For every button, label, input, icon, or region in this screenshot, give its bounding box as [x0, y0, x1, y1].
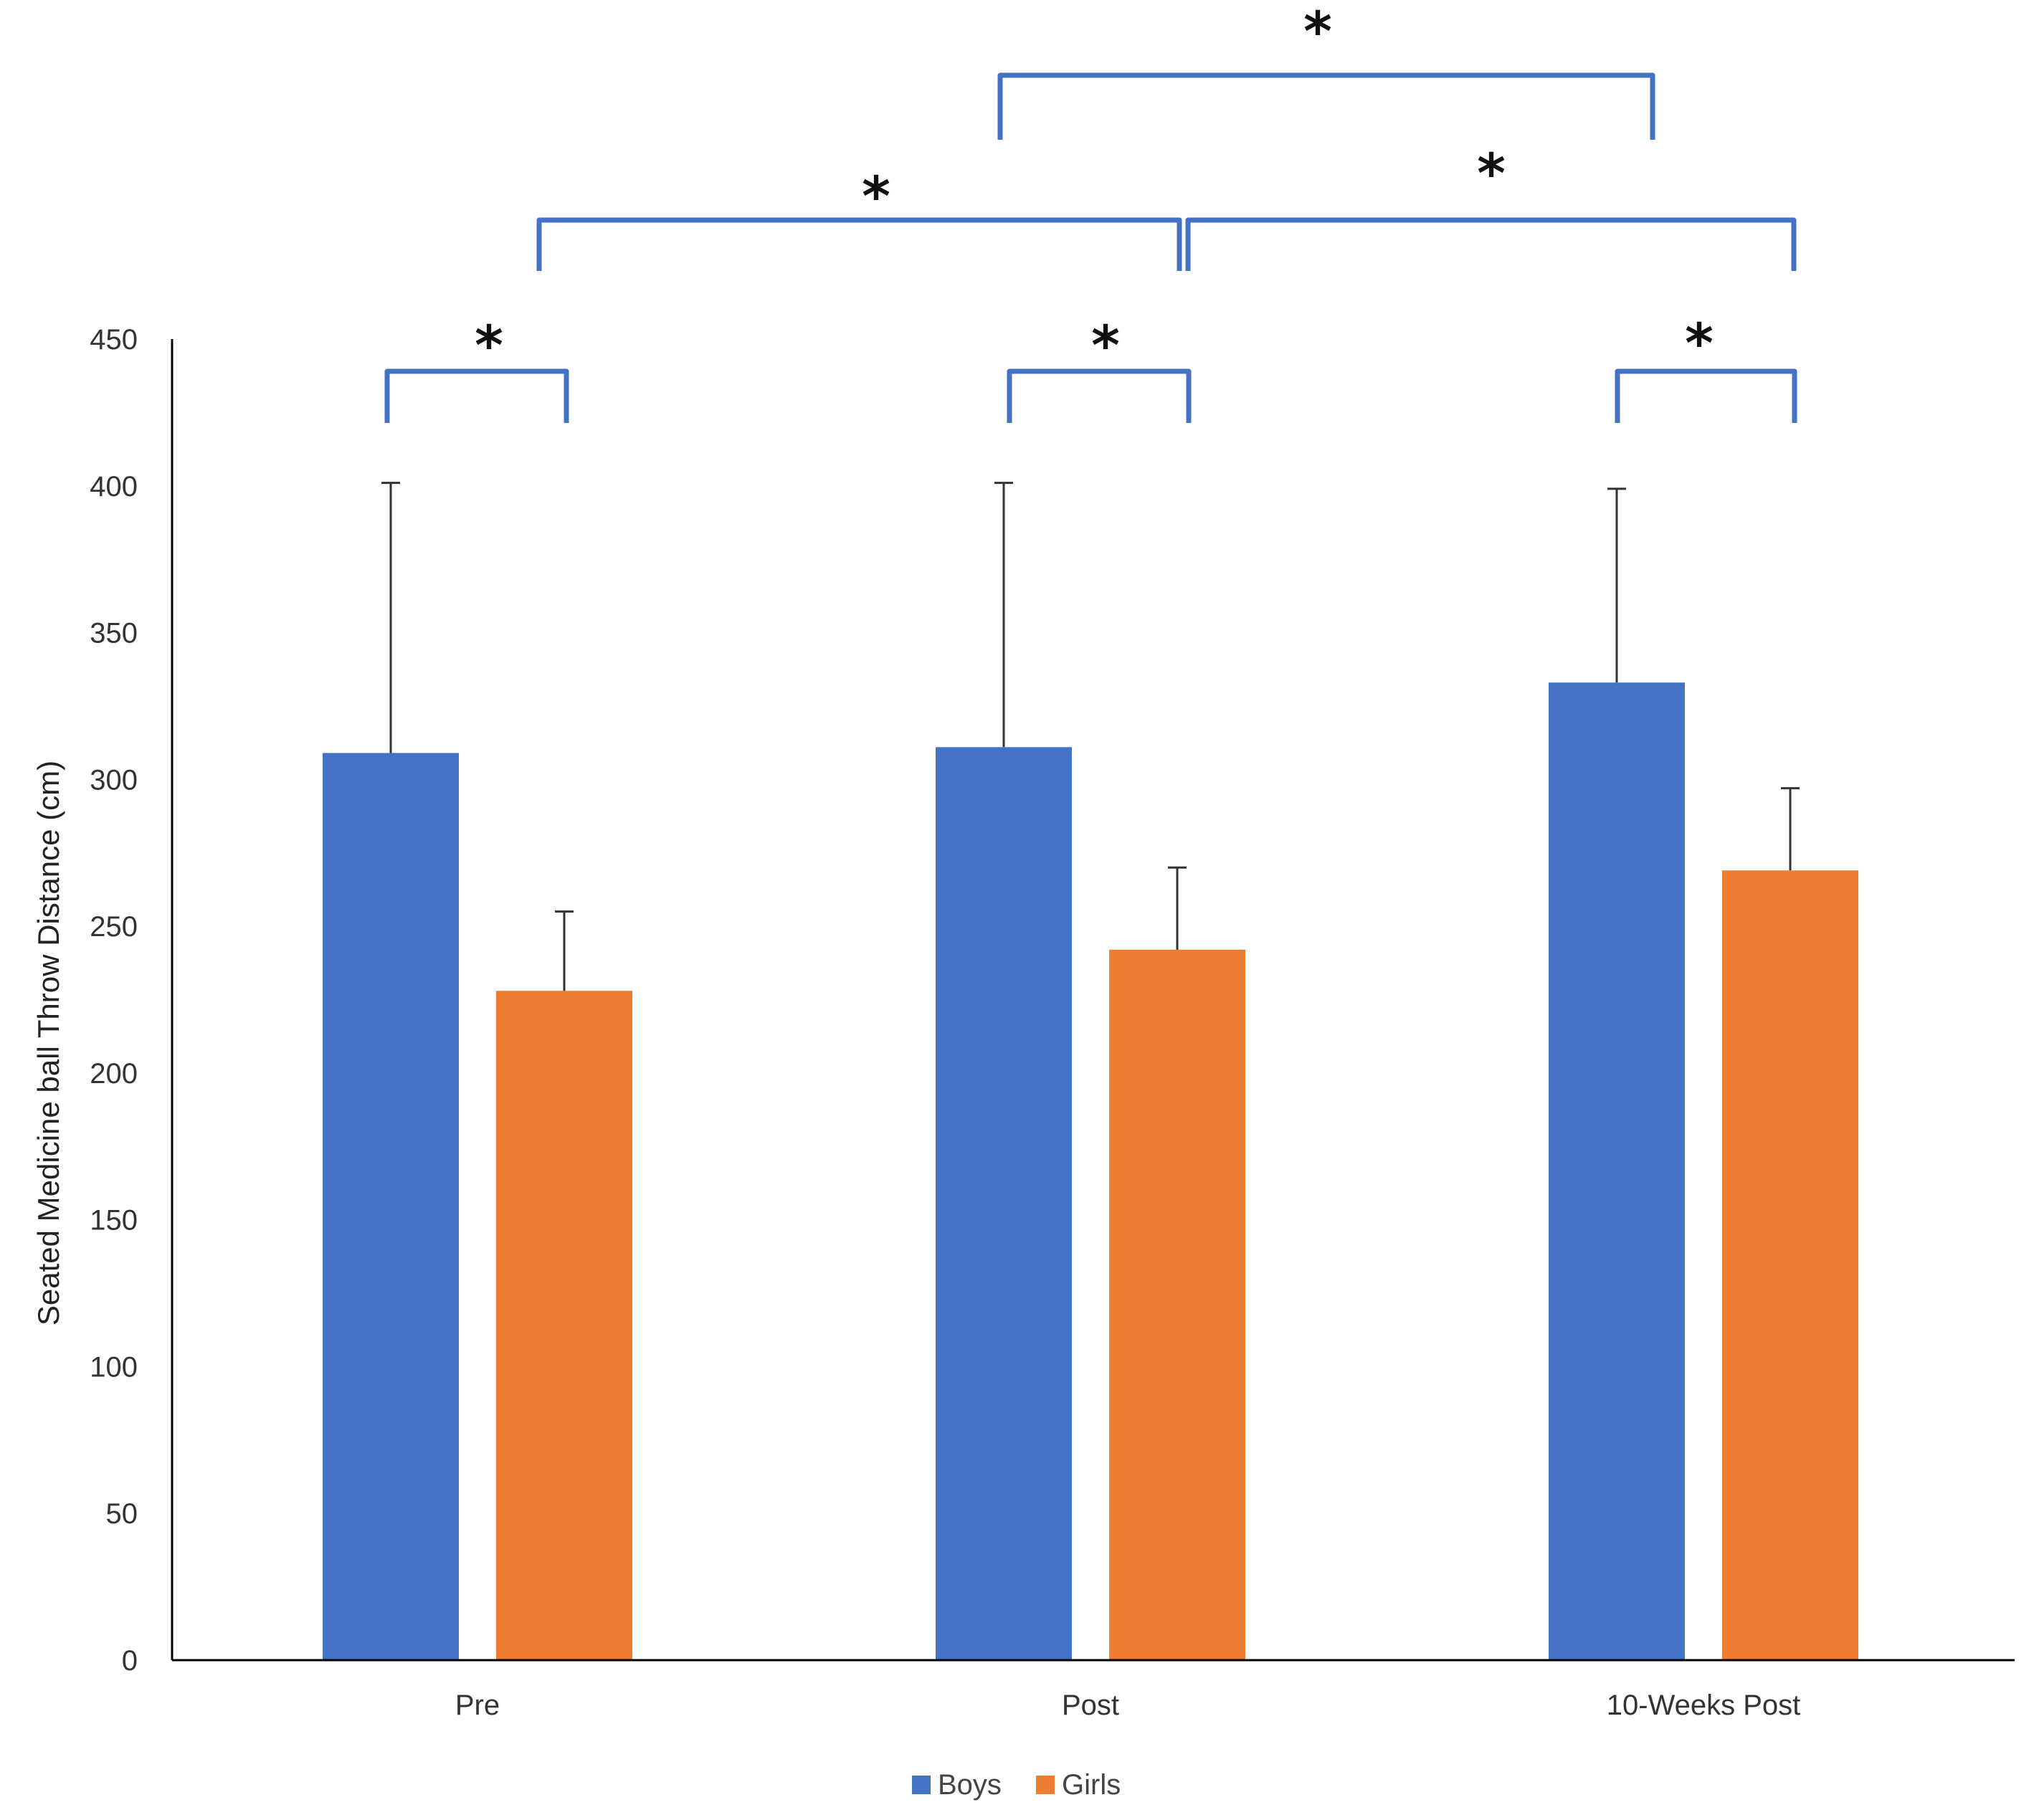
y-tick-label: 0 — [122, 1645, 138, 1677]
legend: Boys Girls — [912, 1769, 1121, 1801]
significance-star: * — [862, 164, 890, 228]
y-tick-label: 50 — [106, 1498, 138, 1530]
significance-star: * — [1685, 311, 1714, 375]
x-tick-label: Post — [1062, 1690, 1119, 1721]
significance-star: * — [1303, 0, 1332, 63]
legend-label-girls: Girls — [1062, 1769, 1121, 1801]
significance-star: * — [475, 313, 503, 377]
bar-boys-1 — [936, 747, 1072, 1660]
axes — [171, 339, 2015, 1662]
bar-boys-0 — [323, 753, 459, 1660]
bar-girls-0 — [496, 991, 632, 1660]
y-axis-title: Seated Medicine ball Throw Distance (cm) — [32, 761, 65, 1325]
significance-bracket-0 — [384, 368, 569, 423]
legend-swatch-girls — [1036, 1776, 1055, 1794]
significance-star: * — [1091, 313, 1120, 377]
significance-star: * — [1477, 141, 1506, 205]
legend-swatch-boys — [912, 1776, 931, 1794]
y-tick-label: 250 — [90, 911, 138, 943]
significance-bracket-4 — [1185, 217, 1797, 271]
bar-girls-1 — [1109, 949, 1245, 1660]
legend-label-boys: Boys — [938, 1769, 1002, 1801]
x-axis-ticks: Pre Post 10-Weeks Post — [455, 1690, 1800, 1721]
bar-boys-2 — [1549, 682, 1685, 1661]
error-bars — [381, 482, 1800, 991]
significance-brackets: * * * * * * — [384, 0, 1797, 423]
significance-bracket-3 — [536, 217, 1182, 271]
significance-bracket-5 — [997, 72, 1655, 140]
y-tick-label: 150 — [90, 1205, 138, 1237]
y-tick-label: 100 — [90, 1351, 138, 1383]
y-tick-label: 350 — [90, 618, 138, 649]
significance-bracket-1 — [1007, 368, 1192, 423]
y-tick-label: 450 — [90, 324, 138, 356]
y-tick-label: 200 — [90, 1058, 138, 1090]
x-tick-label: 10-Weeks Post — [1607, 1690, 1801, 1721]
significance-bracket-2 — [1615, 368, 1797, 423]
y-tick-label: 400 — [90, 471, 138, 502]
x-tick-label: Pre — [455, 1690, 500, 1721]
y-tick-label: 300 — [90, 764, 138, 796]
y-axis-ticks: 0 50 100 150 200 250 300 350 400 450 — [90, 324, 138, 1677]
bars — [323, 682, 1858, 1661]
bar-girls-2 — [1722, 870, 1858, 1660]
